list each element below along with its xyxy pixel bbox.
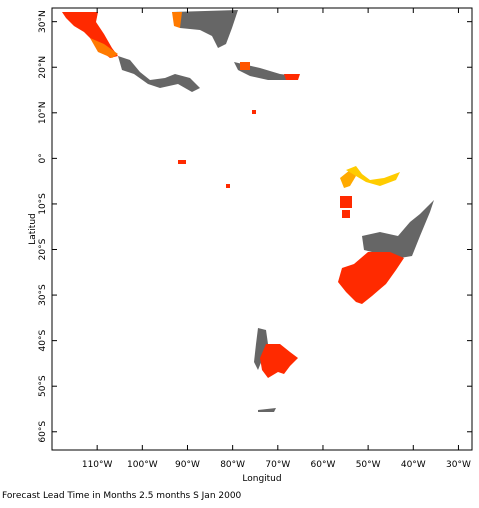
region: [258, 408, 276, 412]
y-tick-label: 40°S: [38, 330, 48, 352]
y-tick-label: 0°: [38, 153, 48, 163]
x-axis-label: Longitud: [242, 474, 281, 484]
y-tick-label: 60°S: [38, 421, 48, 443]
region: [362, 200, 434, 258]
region: [172, 12, 182, 28]
region: [284, 74, 300, 80]
region: [118, 56, 200, 92]
x-tick-label: 80°W: [220, 460, 245, 470]
x-tick-label: 30°W: [446, 460, 471, 470]
region: [178, 160, 186, 164]
x-tick-label: 60°W: [311, 460, 336, 470]
region: [240, 62, 250, 70]
map-layer: [62, 10, 434, 412]
x-tick-label: 100°W: [127, 460, 158, 470]
region: [252, 110, 256, 114]
y-tick-label: 20°N: [38, 56, 48, 79]
y-axis-label: Latitud: [28, 213, 38, 245]
region: [260, 344, 298, 378]
region: [346, 166, 400, 186]
caption: Forecast Lead Time in Months 2.5 months …: [2, 491, 242, 501]
y-tick-label: 10°N: [38, 101, 48, 124]
x-tick-label: 70°W: [265, 460, 290, 470]
x-tick-label: 110°W: [82, 460, 113, 470]
y-tick-label: 50°S: [38, 375, 48, 397]
region: [254, 328, 268, 370]
region: [90, 38, 118, 58]
region: [340, 196, 352, 208]
region: [226, 184, 230, 188]
x-tick-label: 50°W: [356, 460, 381, 470]
y-tick-label: 20°S: [38, 238, 48, 260]
region: [340, 170, 356, 188]
plot-frame: [51, 7, 473, 451]
region: [342, 210, 350, 218]
y-tick-label: 30°N: [38, 10, 48, 33]
region: [172, 10, 238, 48]
y-tick-label: 10°S: [38, 193, 48, 215]
x-tick-label: 90°W: [175, 460, 200, 470]
region: [338, 252, 404, 304]
x-tick-label: 40°W: [401, 460, 426, 470]
y-tick-label: 30°S: [38, 284, 48, 306]
